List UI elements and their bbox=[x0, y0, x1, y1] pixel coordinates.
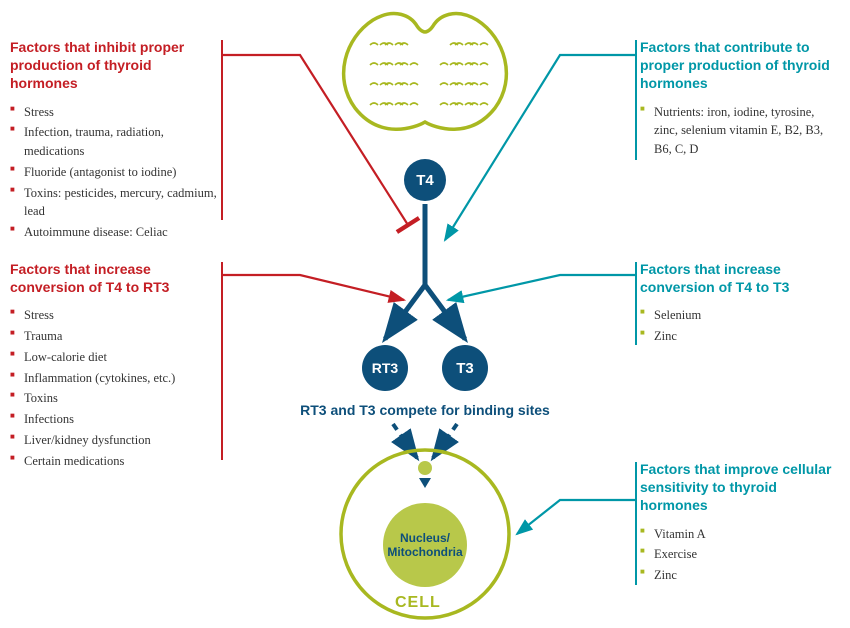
t3-list: Selenium Zinc bbox=[640, 306, 840, 346]
t3-node: T3 bbox=[442, 345, 488, 391]
list-item: Stress bbox=[10, 306, 220, 325]
t4-node: T4 bbox=[404, 159, 446, 201]
t3-title: Factors that increase conversion of T4 t… bbox=[640, 260, 840, 296]
sensitivity-list: Vitamin AExercise Zinc bbox=[640, 525, 840, 585]
sensitivity-title: Factors that improve cellular sensitivit… bbox=[640, 460, 840, 515]
list-item: Inflammation (cytokines, etc.) bbox=[10, 369, 220, 388]
list-item: Certain medications bbox=[10, 452, 220, 471]
list-item: Toxins: pesticides, mercury, cadmium, le… bbox=[10, 184, 220, 222]
contribute-production-section: Factors that contribute to proper produc… bbox=[640, 38, 840, 161]
inhibit-production-section: Factors that inhibit proper production o… bbox=[10, 38, 220, 244]
list-item: Liver/kidney dysfunction bbox=[10, 431, 220, 450]
list-item: Toxins bbox=[10, 389, 220, 408]
contribute-title: Factors that contribute to proper produc… bbox=[640, 38, 840, 93]
list-item: Low-calorie diet bbox=[10, 348, 220, 367]
inhibit-title: Factors that inhibit proper production o… bbox=[10, 38, 220, 93]
list-item: Zinc bbox=[640, 327, 840, 346]
list-item: Nutrients: iron, iodine, tyrosine, zinc,… bbox=[640, 103, 840, 159]
rt3-list: Stress Trauma Low-calorie diet Inflammation… bbox=[10, 306, 220, 470]
list-item: Vitamin A bbox=[640, 525, 840, 544]
list-item: Trauma bbox=[10, 327, 220, 346]
t3-section: Factors that increase conversion of T4 t… bbox=[640, 260, 840, 348]
list-item: Exercise bbox=[640, 545, 840, 564]
list-item: Selenium bbox=[640, 306, 840, 325]
rt3-section: Factors that increase conversion of T4 t… bbox=[10, 260, 220, 472]
inhibit-list: StressInfection, trauma, radiation, medi… bbox=[10, 103, 220, 242]
rt3-node: RT3 bbox=[362, 345, 408, 391]
rt3-title: Factors that increase conversion of T4 t… bbox=[10, 260, 220, 296]
nucleus-label: Nucleus/ Mitochondria bbox=[380, 531, 470, 559]
list-item: Infections bbox=[10, 410, 220, 429]
list-item: Infection, trauma, radiation, medication… bbox=[10, 123, 220, 161]
list-item: Zinc bbox=[640, 566, 840, 585]
list-item: Autoimmune disease: Celiac bbox=[10, 223, 220, 242]
cell-label: CELL bbox=[395, 594, 441, 612]
contribute-list: Nutrients: iron, iodine, tyrosine, zinc,… bbox=[640, 103, 840, 159]
list-item: Fluoride (antagonist to iodine) bbox=[10, 163, 220, 182]
compete-text: RT3 and T3 compete for binding sites bbox=[285, 402, 565, 418]
sensitivity-section: Factors that improve cellular sensitivit… bbox=[640, 460, 840, 587]
list-item: Stress bbox=[10, 103, 220, 122]
